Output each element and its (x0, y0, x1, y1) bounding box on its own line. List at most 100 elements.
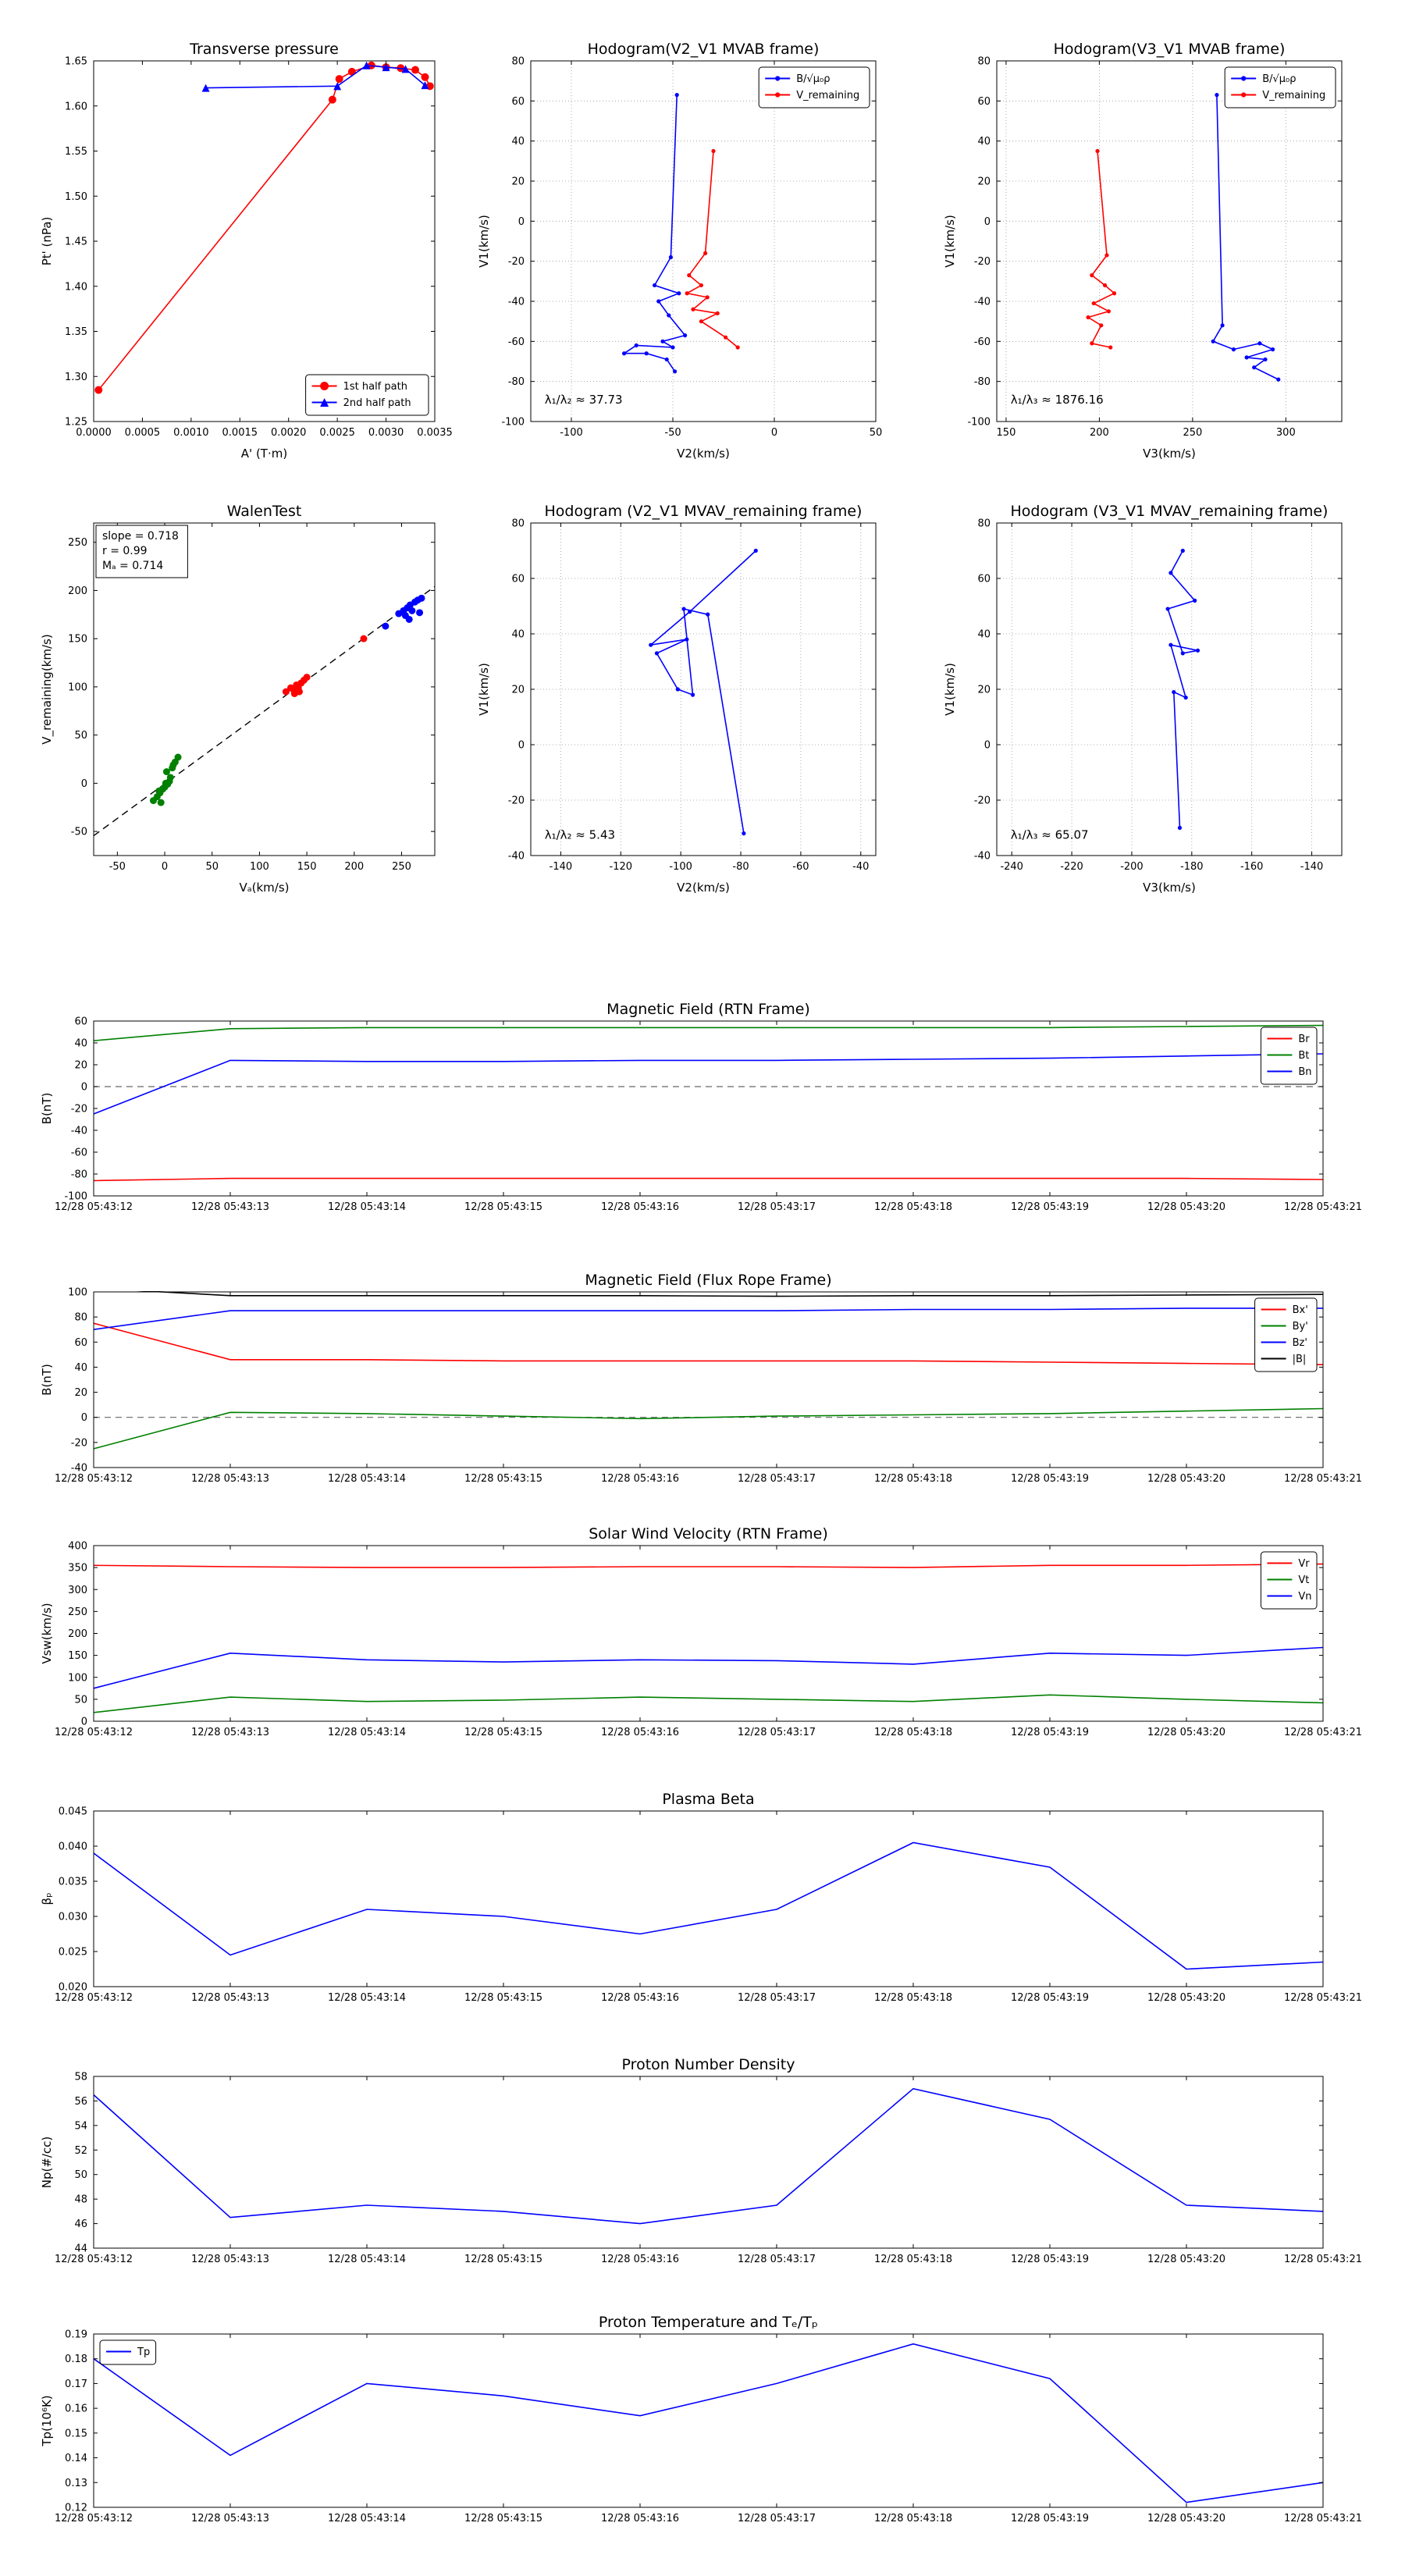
marker-circle (1241, 92, 1247, 98)
chart-title: Hodogram (V2_V1 MVAV_remaining frame) (545, 503, 863, 520)
y-tick-label: 40 (977, 629, 991, 641)
marker-circle (687, 273, 692, 278)
chart-title: Transverse pressure (189, 41, 339, 58)
series-cluster-green (149, 753, 182, 806)
y-tick-label: 1.40 (65, 281, 87, 293)
marker-circle (1106, 309, 1111, 314)
x-tick-label: 12/28 05:43:19 (1011, 1201, 1089, 1213)
legend-label: Bt (1298, 1050, 1309, 1062)
x-tick-label: 12/28 05:43:19 (1011, 1992, 1089, 2004)
x-tick-label: 12/28 05:43:18 (874, 2254, 952, 2265)
legend-box (758, 66, 870, 109)
chart-title: WalenTest (227, 503, 302, 520)
y-tick-label: -80 (508, 376, 525, 388)
x-tick-label: 12/28 05:43:21 (1284, 1473, 1362, 1485)
x-tick-label: -140 (1300, 861, 1324, 873)
y-tick-label: 20 (511, 176, 525, 188)
marker-triangle (362, 61, 371, 69)
marker-circle (157, 799, 165, 806)
stats-box-line: r = 0.99 (102, 545, 148, 557)
x-tick-label: 12/28 05:43:13 (191, 1992, 269, 2004)
y-tick-label: 0.13 (65, 2478, 87, 2489)
axes-background (531, 61, 876, 422)
x-tick-label: 12/28 05:43:16 (601, 2254, 679, 2265)
x-tick-label: 12/28 05:43:12 (55, 1992, 133, 2004)
chart-title: Plasma Beta (662, 1791, 754, 1808)
series-V_remaining (685, 148, 740, 350)
series-group (93, 2087, 1324, 2225)
x-tick-label: 12/28 05:43:19 (1011, 2513, 1089, 2524)
y-tick-label: 0 (81, 1082, 87, 1094)
series-Tp (93, 2343, 1324, 2503)
x-tick-label: 0 (162, 861, 168, 873)
annotation: λ₁/λ₃ ≈ 1876.16 (1011, 393, 1104, 407)
x-tick-label: 12/28 05:43:14 (328, 1473, 406, 1485)
marker-circle (674, 93, 679, 98)
series-B/√μ₀ρ (1165, 548, 1200, 831)
x-tick-label: 12/28 05:43:14 (328, 2513, 406, 2524)
legend-box (1254, 1297, 1318, 1372)
y-tick-label: 0.14 (65, 2453, 87, 2464)
x-tick-label: 12/28 05:43:21 (1284, 1992, 1362, 2004)
y-tick-label: 52 (74, 2145, 87, 2157)
y-tick-label: 1.35 (65, 326, 87, 338)
y-tick-label: -20 (508, 256, 525, 268)
marker-circle (677, 291, 681, 296)
y-tick-label: 1.30 (65, 372, 87, 383)
marker-circle (1271, 347, 1275, 352)
x-tick-label: 12/28 05:43:12 (55, 2513, 133, 2524)
axes-frame (93, 1810, 1324, 1987)
series-group (1086, 93, 1281, 382)
axes-frame (93, 1020, 1324, 1197)
chart-title: Magnetic Field (Flux Rope Frame) (585, 1272, 831, 1289)
marker-circle (1193, 598, 1197, 603)
x-tick-label: -80 (732, 861, 749, 873)
x-tick-label: 12/28 05:43:20 (1147, 1727, 1225, 1738)
series-Vn (93, 1646, 1324, 1689)
axes-background (94, 61, 435, 422)
y-tick-label: 60 (977, 574, 991, 585)
y-tick-label: 100 (68, 681, 87, 693)
x-tick-label: 0.0020 (271, 427, 307, 439)
legend-label: Vn (1298, 1591, 1311, 1603)
x-tick-label: 12/28 05:43:15 (464, 1201, 542, 1213)
x-tick-label: 12/28 05:43:18 (874, 1201, 952, 1213)
y-tick-label: 20 (511, 685, 525, 696)
x-tick-label: 0.0035 (417, 427, 453, 439)
x-tick-label: -60 (792, 861, 809, 873)
marker-circle (673, 369, 678, 374)
marker-circle (1086, 315, 1090, 320)
y-tick-label: 100 (68, 1287, 87, 1299)
y-tick-label: 40 (74, 1038, 87, 1050)
x-tick-label: 12/28 05:43:13 (191, 1727, 269, 1738)
marker-triangle (320, 398, 329, 407)
axis-tick-labels: 12/28 05:43:12 12/28 05:43:13 12/28 05:43:… (55, 2072, 1362, 2266)
marker-circle (670, 345, 675, 350)
x-tick-label: 12/28 05:43:17 (738, 2513, 816, 2524)
x-axis-label: V2(km/s) (677, 447, 730, 461)
x-tick-label: 12/28 05:43:14 (328, 1992, 406, 2004)
axis-ticks (94, 523, 435, 856)
y-axis-label: V1(km/s) (943, 215, 957, 268)
marker-circle (411, 66, 420, 74)
axis-ticks (531, 522, 876, 856)
y-tick-label: 60 (511, 574, 525, 585)
x-tick-label: 12/28 05:43:16 (601, 1992, 679, 2004)
x-tick-label: -100 (560, 427, 583, 439)
x-tick-label: -160 (1240, 861, 1264, 873)
annotation: λ₁/λ₂ ≈ 37.73 (545, 393, 623, 407)
y-tick-label: -20 (974, 795, 991, 807)
marker-circle (174, 753, 182, 761)
axes-background (94, 1292, 1323, 1468)
marker-circle (1252, 365, 1257, 370)
marker-circle (1168, 642, 1173, 647)
y-axis-label: B(nT) (40, 1093, 54, 1125)
axis-tick-labels: -100 -50 0 50 -100 -80 -60 -40 -20 0 20 40 60 80 (501, 56, 882, 439)
x-tick-label: 12/28 05:43:19 (1011, 2254, 1089, 2265)
y-tick-label: -100 (501, 417, 525, 429)
axes-background (94, 2076, 1323, 2248)
y-tick-label: 0 (81, 778, 87, 790)
chart-plasma-beta: 12/28 05:43:12 12/28 05:43:13 12/28 05:43:… (40, 1791, 1362, 2004)
y-tick-label: 1.65 (65, 56, 87, 68)
